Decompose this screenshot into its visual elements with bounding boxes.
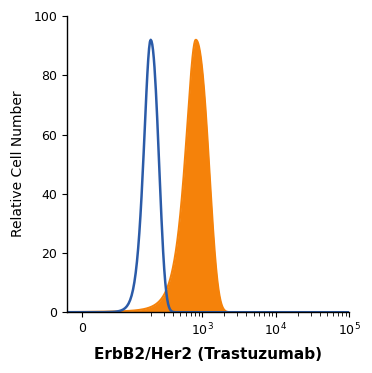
Y-axis label: Relative Cell Number: Relative Cell Number bbox=[11, 91, 25, 238]
X-axis label: ErbB2/Her2 (Trastuzumab): ErbB2/Her2 (Trastuzumab) bbox=[94, 347, 322, 362]
